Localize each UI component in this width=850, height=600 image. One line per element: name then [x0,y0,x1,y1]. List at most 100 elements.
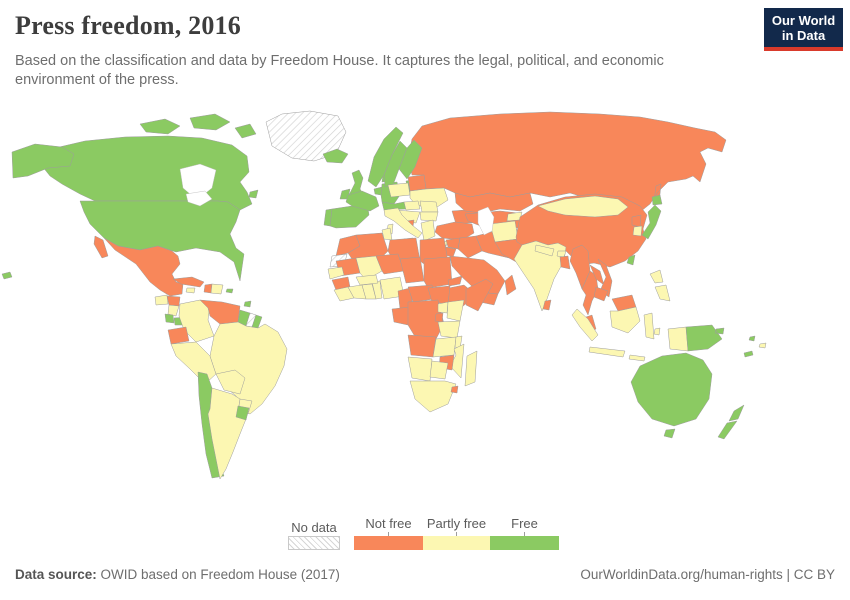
country-sri-lanka[interactable] [542,299,552,311]
country-mozambique[interactable] [449,343,465,379]
country-south-korea[interactable] [632,225,643,237]
legend-tick [456,532,457,536]
country-swaziland[interactable] [450,385,459,394]
country-vietnam[interactable] [597,258,613,298]
country-madagascar[interactable] [464,350,478,387]
legend-tick [388,532,389,536]
country-bangladesh[interactable] [559,255,571,270]
country-burkina-faso[interactable] [355,274,379,286]
country-cambodia[interactable] [593,286,609,302]
country-belgium-netherlands[interactable] [373,186,383,196]
country-japan[interactable] [641,194,663,240]
country-jamaica[interactable] [185,287,196,294]
country-north-korea[interactable] [631,214,642,228]
owid-url-link[interactable]: OurWorldinData.org/human-rights | CC BY [580,567,835,582]
country-turkey[interactable] [434,221,475,241]
country-peru[interactable] [170,341,217,385]
country-south-africa[interactable] [409,380,457,413]
legend-item-partly-free: Partly free [423,516,490,550]
country-australia[interactable] [630,352,713,439]
country-somalia[interactable] [465,278,494,312]
country-fiji[interactable] [758,342,767,349]
country-norway[interactable] [367,126,404,188]
country-gabon-congo[interactable] [391,306,411,326]
country-uganda[interactable] [437,301,449,314]
country-iraq[interactable] [457,235,483,259]
country-vanuatu[interactable] [748,335,756,342]
country-nepal[interactable] [534,244,555,257]
legend-not-free-label: Not free [365,516,412,531]
country-haiti[interactable] [203,283,213,294]
country-romania[interactable] [419,200,439,213]
country-france[interactable] [345,190,380,212]
country-iceland[interactable] [322,148,349,164]
country-taiwan[interactable] [626,254,636,266]
country-afghanistan[interactable] [489,220,519,243]
country-thailand[interactable] [581,270,599,316]
country-zambia[interactable] [432,336,457,358]
data-source-label: Data source: [15,567,97,582]
country-botswana[interactable] [429,360,449,380]
country-chad[interactable] [399,256,425,284]
country-argentina[interactable] [207,387,247,480]
country-cuba[interactable] [172,276,205,288]
country-indonesia[interactable] [571,306,689,362]
country-hungary[interactable] [403,200,421,211]
country-honduras[interactable] [166,295,181,307]
country-new-zealand[interactable] [717,404,745,440]
country-philippines[interactable] [649,269,671,302]
country-ecuador[interactable] [167,326,190,345]
country-niger[interactable] [375,253,405,275]
map-legend: No data Not free Partly free Free [288,516,559,550]
country-eritrea[interactable] [447,275,463,287]
country-sudan[interactable] [423,256,453,289]
country-kenya[interactable] [446,299,465,322]
country-papua-new-guinea[interactable] [685,324,725,352]
country-bulgaria[interactable] [419,211,439,222]
country-mexico[interactable] [93,235,184,297]
country-tanzania[interactable] [437,320,461,339]
country-mongolia[interactable] [537,195,629,218]
country-kazakhstan[interactable] [454,192,534,214]
legend-no-data-swatch[interactable] [288,536,340,550]
water-body [179,163,217,201]
country-canada[interactable] [41,113,259,211]
legend-free-label: Free [511,516,538,531]
owid-logo[interactable]: Our World in Data [764,8,843,51]
country-greece[interactable] [420,219,436,242]
country-puerto-rico[interactable] [225,288,234,294]
country-new-caledonia[interactable] [743,350,754,358]
legend-swatch-1[interactable] [423,536,490,550]
country-ukraine[interactable] [409,187,449,210]
legend-swatch-0[interactable] [354,536,423,550]
data-source-text: OWID based on Freedom House (2017) [100,567,340,582]
water-body [477,206,495,236]
country-greenland[interactable] [265,110,347,162]
country-senegal[interactable] [327,266,345,280]
country-bolivia[interactable] [215,369,246,395]
country-guatemala[interactable] [154,294,169,306]
legend-item-free: Free [490,516,559,550]
legend-no-data: No data [288,520,340,550]
country-angola[interactable] [407,334,437,358]
country-uruguay[interactable] [235,405,250,421]
country-nicaragua[interactable] [167,304,180,317]
country-trinidad-tobago[interactable] [243,300,252,308]
country-dominican-republic[interactable] [210,283,224,295]
page-title: Press freedom, 2016 [15,11,241,40]
water-body [185,190,213,207]
country-poland[interactable] [387,182,411,198]
owid-logo-text: Our World in Data [771,13,836,43]
country-belarus[interactable] [407,174,427,192]
legend-swatch-2[interactable] [490,536,559,550]
countries-layer [1,110,767,480]
country-namibia[interactable] [407,356,433,382]
country-costa-rica[interactable] [164,313,175,324]
chart-subtitle: Based on the classification and data by … [15,53,664,88]
legend-no-data-label: No data [291,520,337,535]
country-oman[interactable] [504,274,517,296]
legend-tick [524,532,525,536]
owid-logo-red-bar [764,47,843,51]
country-finland[interactable] [398,139,423,180]
country-rwanda-burundi[interactable] [434,312,444,323]
